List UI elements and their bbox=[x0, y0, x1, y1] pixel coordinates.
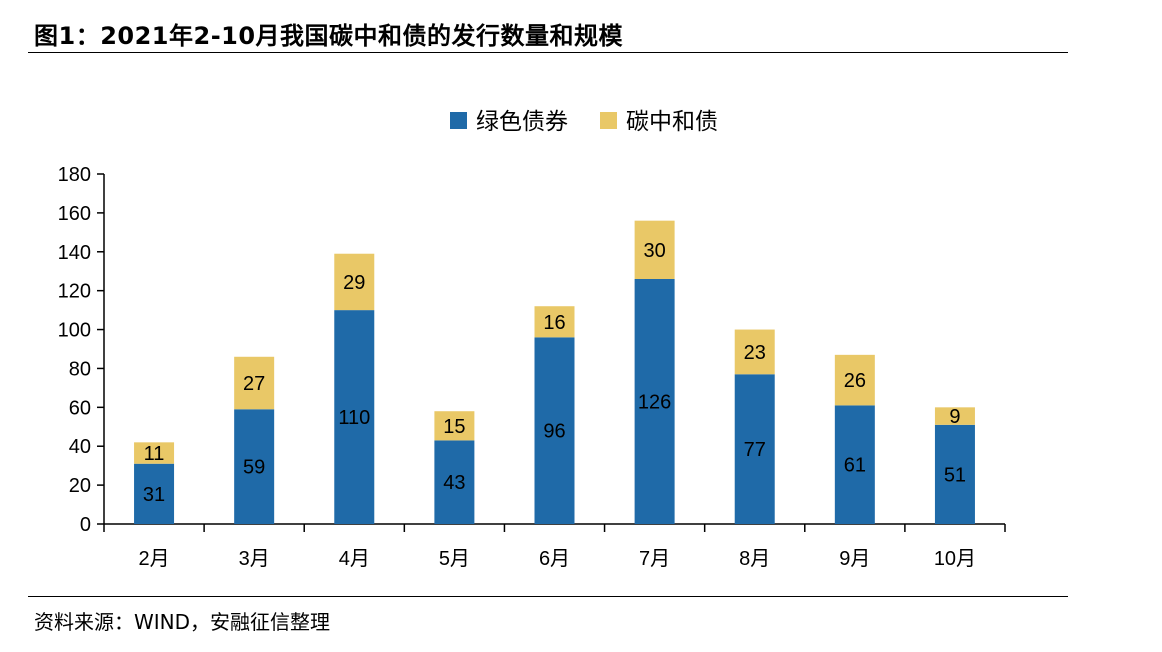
bar-segment bbox=[334, 253, 375, 311]
x-tick-label: 2月 bbox=[138, 548, 169, 570]
data-label: 77 bbox=[744, 439, 766, 461]
y-tick-label: 60 bbox=[69, 397, 91, 419]
bar-segment bbox=[434, 440, 475, 524]
bar-segment bbox=[534, 306, 575, 338]
data-label: 51 bbox=[944, 464, 966, 486]
bar-segment bbox=[934, 424, 975, 524]
y-tick-label: 140 bbox=[58, 242, 91, 264]
y-tick-label: 100 bbox=[58, 320, 91, 342]
bar-segment bbox=[734, 374, 775, 524]
data-label: 23 bbox=[744, 342, 766, 364]
x-tick-label: 3月 bbox=[239, 548, 270, 570]
bar-segment bbox=[234, 356, 275, 410]
data-label: 16 bbox=[543, 312, 565, 334]
bar-segment bbox=[434, 411, 475, 441]
y-tick-label: 40 bbox=[69, 436, 91, 458]
x-tick-label: 6月 bbox=[539, 548, 570, 570]
data-label: 61 bbox=[844, 455, 866, 477]
y-tick-label: 120 bbox=[58, 281, 91, 303]
bar-segment bbox=[334, 310, 375, 524]
legend-label: 绿色债券 bbox=[476, 109, 568, 135]
figure-title: 图1：2021年2-10月我国碳中和债的发行数量和规模 bbox=[34, 22, 624, 50]
bar-segment bbox=[834, 354, 875, 406]
y-tick-label: 0 bbox=[80, 514, 91, 536]
y-tick-label: 20 bbox=[69, 475, 91, 497]
bar-segment bbox=[634, 279, 675, 524]
y-tick-label: 160 bbox=[58, 203, 91, 225]
x-axis: 2月 3月 4月 5月 6月 7月 8月 9月 10月 bbox=[103, 523, 1006, 570]
top-rule bbox=[28, 52, 1068, 53]
bar-segment bbox=[834, 405, 875, 524]
data-label: 11 bbox=[144, 443, 165, 465]
y-tick-label: 180 bbox=[58, 164, 91, 186]
bottom-rule bbox=[28, 596, 1068, 597]
bar-segment bbox=[934, 407, 975, 425]
data-label: 126 bbox=[638, 392, 671, 414]
data-label: 29 bbox=[343, 272, 365, 294]
data-label: 15 bbox=[443, 416, 465, 438]
x-tick-label: 5月 bbox=[439, 548, 470, 570]
bar-segment bbox=[234, 409, 275, 524]
bar-segment bbox=[634, 220, 675, 279]
data-label: 110 bbox=[338, 407, 370, 429]
bar-group: 31 11 59 27 110 29 43 15 96 16 126 30 77 23 61 26 51 9 bbox=[134, 220, 975, 524]
data-label: 59 bbox=[243, 457, 265, 479]
bar-segment bbox=[134, 442, 175, 464]
legend-swatch bbox=[450, 112, 467, 129]
data-label: 9 bbox=[949, 406, 960, 428]
x-tick-label: 9月 bbox=[839, 548, 870, 570]
x-tick-label: 8月 bbox=[739, 548, 770, 570]
chart-legend: 绿色债券 碳中和债 bbox=[450, 109, 718, 135]
stacked-bar-chart: 绿色债券 碳中和债 0 20 40 60 80 100 120 140 160 180 2月 3月 4月… bbox=[58, 109, 1006, 570]
data-label: 96 bbox=[543, 421, 565, 443]
bar-segment bbox=[534, 337, 575, 524]
x-tick-label: 7月 bbox=[639, 548, 670, 570]
data-label: 30 bbox=[643, 240, 665, 262]
source-note: 资料来源：WIND，安融征信整理 bbox=[34, 610, 331, 634]
legend-swatch bbox=[600, 112, 617, 129]
data-label: 27 bbox=[243, 373, 265, 395]
legend-label: 碳中和债 bbox=[626, 109, 718, 135]
data-label: 26 bbox=[844, 370, 866, 392]
data-label: 43 bbox=[443, 472, 465, 494]
bar-segment bbox=[734, 329, 775, 375]
y-axis: 0 20 40 60 80 100 120 140 160 180 bbox=[58, 164, 105, 536]
y-tick-label: 80 bbox=[69, 358, 91, 380]
bar-segment bbox=[134, 463, 175, 524]
x-tick-label: 4月 bbox=[339, 548, 370, 570]
data-label: 31 bbox=[143, 484, 165, 506]
x-tick-label: 10月 bbox=[934, 548, 976, 570]
